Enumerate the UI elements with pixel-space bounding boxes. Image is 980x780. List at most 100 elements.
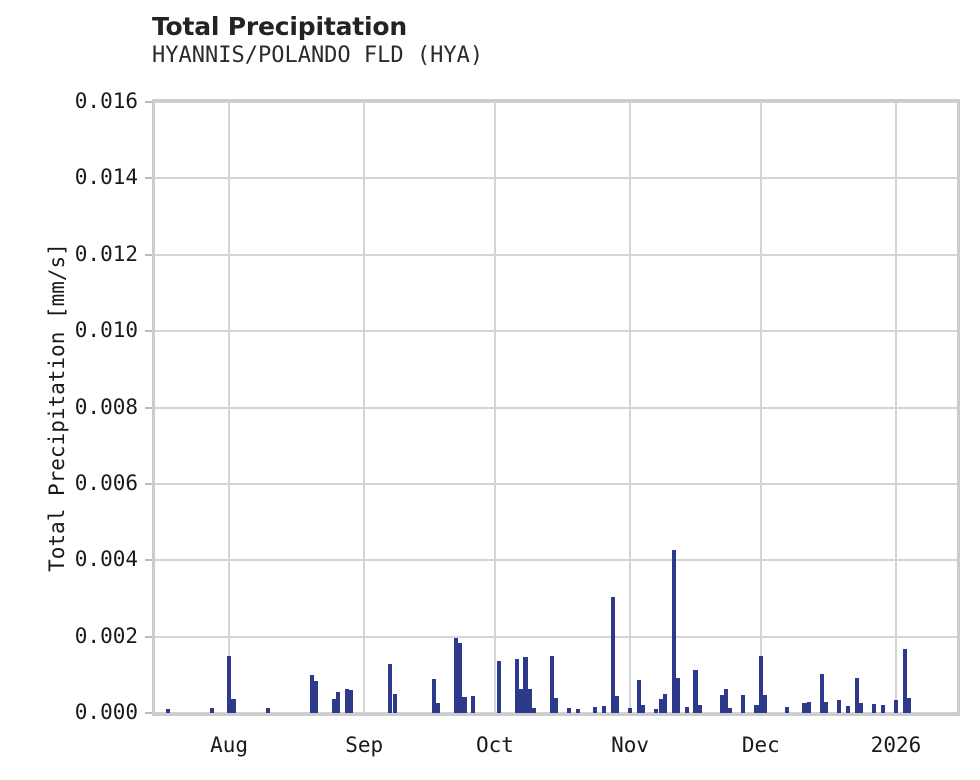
- bar: [471, 696, 476, 713]
- gridline-vertical: [894, 99, 897, 716]
- bar: [166, 709, 171, 713]
- bar: [610, 597, 615, 713]
- bar: [641, 704, 646, 713]
- bar: [458, 643, 463, 713]
- bar: [784, 707, 790, 713]
- bar-series: [152, 99, 960, 716]
- y-tick-label: 0.012: [74, 241, 138, 266]
- bar: [636, 679, 641, 713]
- bar: [553, 697, 559, 713]
- x-tick-label: Aug: [210, 733, 249, 757]
- bar: [331, 698, 336, 713]
- gridline-horizontal: [152, 177, 960, 180]
- bar: [349, 690, 354, 713]
- bar: [880, 704, 885, 713]
- y-tick-label: 0.014: [74, 165, 138, 190]
- x-tick-label: Dec: [741, 733, 780, 757]
- bar: [658, 698, 663, 713]
- bar: [684, 706, 689, 713]
- bar: [388, 664, 393, 713]
- bar: [824, 701, 829, 713]
- bar: [227, 656, 232, 713]
- chart-subtitle: HYANNIS/POLANDO FLD (HYA): [152, 43, 484, 68]
- bar: [802, 703, 807, 713]
- gridline-vertical: [228, 99, 231, 716]
- bar: [754, 704, 759, 713]
- bar: [436, 703, 441, 713]
- x-tick-label: Nov: [611, 733, 650, 757]
- y-tick-label: 0.004: [74, 547, 138, 572]
- plot-area: [152, 99, 960, 716]
- bar: [906, 697, 912, 713]
- y-tick-mark: [145, 482, 152, 485]
- y-tick-mark: [145, 330, 152, 333]
- gridline-vertical: [629, 99, 632, 716]
- bar: [231, 698, 236, 713]
- y-tick-mark: [145, 406, 152, 409]
- bar: [344, 688, 349, 713]
- bar: [532, 707, 537, 713]
- bar: [723, 688, 729, 713]
- x-tick-label: 2026: [870, 733, 922, 757]
- axis-spine-right: [957, 99, 960, 716]
- y-tick-mark: [145, 712, 152, 714]
- y-axis-tick-labels: 0.000 0.002 0.004 0.006 0.008 0.010 0.012 0.014…: [0, 0, 152, 780]
- gridline-horizontal: [152, 253, 960, 256]
- bar: [567, 708, 572, 713]
- bar: [431, 679, 437, 713]
- bar: [527, 688, 532, 713]
- bar: [314, 681, 319, 713]
- y-tick-label: 0.016: [74, 89, 138, 113]
- gridline-horizontal: [152, 482, 960, 485]
- gridline-vertical: [363, 99, 366, 716]
- x-tick-label: Sep: [345, 733, 384, 757]
- bar: [741, 694, 746, 713]
- bar: [654, 708, 659, 713]
- bar: [837, 699, 842, 713]
- gridline-horizontal: [152, 635, 960, 638]
- bar: [549, 655, 554, 713]
- bar: [693, 669, 698, 713]
- bar: [575, 709, 580, 713]
- bar: [628, 708, 633, 713]
- bar: [601, 706, 607, 713]
- y-tick-label: 0.002: [74, 623, 138, 648]
- bar: [462, 696, 467, 713]
- bar: [859, 703, 864, 713]
- y-tick-mark: [145, 177, 152, 180]
- bar: [719, 695, 724, 713]
- y-tick-label: 0.006: [74, 470, 138, 495]
- y-tick-mark: [145, 559, 152, 562]
- gridline-vertical: [493, 99, 496, 716]
- title-block: Total Precipitation HYANNIS/POLANDO FLD …: [152, 12, 952, 70]
- gridline-horizontal: [152, 559, 960, 562]
- axis-spine-left: [152, 99, 155, 716]
- bar: [209, 708, 214, 713]
- bar: [309, 674, 314, 713]
- gridline-horizontal: [152, 101, 960, 103]
- bar: [614, 696, 620, 713]
- bar: [662, 693, 668, 713]
- bar: [758, 655, 763, 713]
- gridline-horizontal: [152, 330, 960, 333]
- bar: [453, 638, 458, 713]
- y-tick-mark: [145, 101, 152, 103]
- bar: [514, 659, 519, 713]
- x-tick-label: Oct: [476, 733, 514, 757]
- bar: [893, 700, 899, 713]
- page-title: Total Precipitation: [152, 12, 407, 41]
- y-tick-label: 0.010: [74, 318, 138, 343]
- bar: [872, 704, 877, 713]
- bar: [845, 705, 851, 713]
- bar: [806, 702, 811, 713]
- bar: [497, 661, 502, 713]
- bar: [819, 674, 824, 713]
- bar: [335, 692, 341, 713]
- bar: [763, 695, 768, 713]
- bar: [266, 708, 271, 713]
- gridline-horizontal: [152, 406, 960, 409]
- bar: [671, 549, 676, 713]
- bar: [519, 688, 524, 713]
- bar: [854, 678, 859, 713]
